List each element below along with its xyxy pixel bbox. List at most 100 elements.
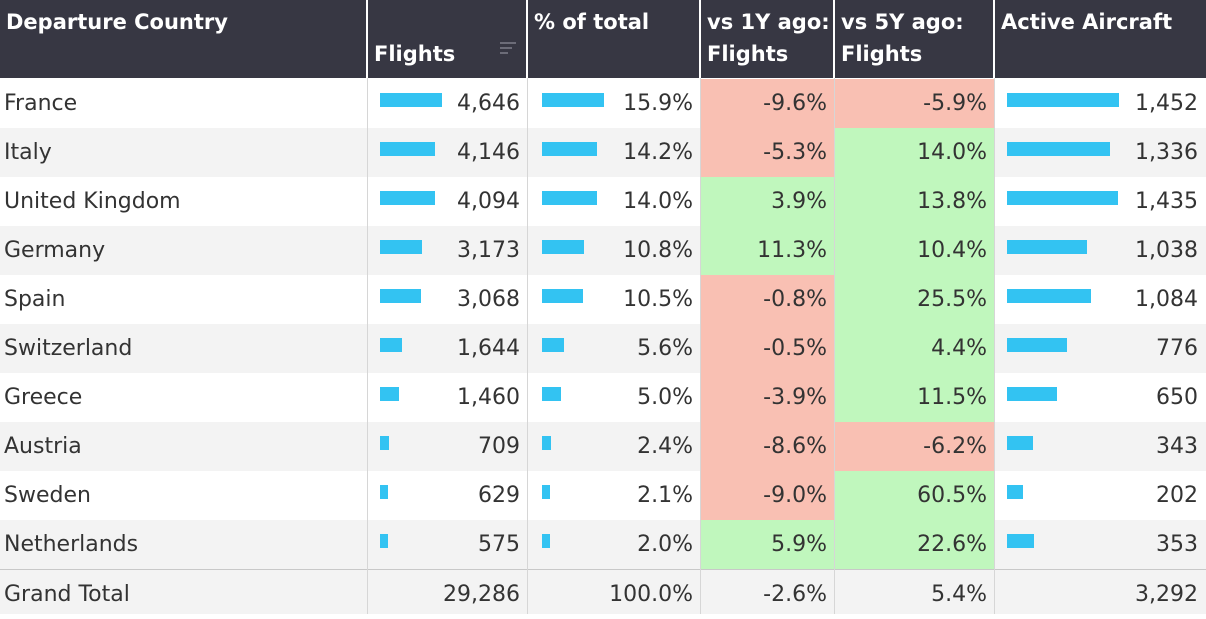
- table-row[interactable]: Spain 3,068 10.5% -0.8% 25.5% 1,084: [0, 275, 1206, 324]
- active-aircraft-bar: [1007, 534, 1034, 548]
- vs-1y-cell: -0.5%: [701, 324, 835, 373]
- total-vs-5y-cell: 5.4%: [931, 582, 987, 607]
- vs-5y-cell: -5.9%: [835, 79, 995, 128]
- pct-total-bar: [542, 289, 583, 303]
- pct-total-cell: 5.6%: [637, 336, 693, 361]
- vs-5y-cell: 14.0%: [835, 128, 995, 177]
- active-aircraft-bar: [1007, 191, 1118, 205]
- pct-total-bar: [542, 387, 561, 401]
- vs-1y-cell: -0.8%: [701, 275, 835, 324]
- flights-cell: 709: [478, 434, 520, 459]
- vs-5y-cell: 10.4%: [835, 226, 995, 275]
- pct-total-cell: 2.4%: [637, 434, 693, 459]
- table-row[interactable]: Netherlands 575 2.0% 5.9% 22.6% 353: [0, 520, 1206, 569]
- active-aircraft-bar: [1007, 436, 1033, 450]
- active-aircraft-cell: 1,038: [1135, 238, 1198, 263]
- vs-1y-cell: -9.0%: [701, 471, 835, 520]
- pct-total-cell: 5.0%: [637, 385, 693, 410]
- vs-1y-cell: -8.6%: [701, 422, 835, 471]
- flights-bar: [380, 289, 421, 303]
- pct-total-cell: 2.1%: [637, 483, 693, 508]
- active-aircraft-bar: [1007, 485, 1023, 499]
- active-aircraft-cell: 650: [1156, 385, 1198, 410]
- table-row[interactable]: France 4,646 15.9% -9.6% -5.9% 1,452: [0, 79, 1206, 128]
- flights-bar: [380, 485, 388, 499]
- country-cell: France: [4, 91, 78, 116]
- sort-descending-icon[interactable]: [500, 10, 516, 54]
- vs-1y-cell: -9.6%: [701, 79, 835, 128]
- flights-cell: 4,146: [457, 140, 520, 165]
- flights-cell: 3,173: [457, 238, 520, 263]
- table-row[interactable]: United Kingdom 4,094 14.0% 3.9% 13.8% 1,435: [0, 177, 1206, 226]
- table-row[interactable]: Germany 3,173 10.8% 11.3% 10.4% 1,038: [0, 226, 1206, 275]
- active-aircraft-bar: [1007, 289, 1091, 303]
- total-vs-1y-cell: -2.6%: [763, 582, 827, 607]
- header-vs-5y[interactable]: vs 5Y ago: Flights: [835, 0, 995, 78]
- table-row[interactable]: Greece 1,460 5.0% -3.9% 11.5% 650: [0, 373, 1206, 422]
- pct-total-bar: [542, 142, 597, 156]
- header-active-aircraft[interactable]: Active Aircraft: [1001, 10, 1173, 34]
- header-departure-country[interactable]: Departure Country: [0, 0, 368, 78]
- flights-cell: 1,460: [457, 385, 520, 410]
- grand-total-row: Grand Total 29,286 100.0% -2.6% 5.4% 3,292: [0, 569, 1206, 614]
- active-aircraft-cell: 1,435: [1135, 189, 1198, 214]
- country-cell: Spain: [4, 287, 66, 312]
- country-cell: Sweden: [4, 483, 91, 508]
- column-divider: [367, 78, 368, 614]
- active-aircraft-cell: 343: [1156, 434, 1198, 459]
- total-pct-cell: 100.0%: [609, 582, 693, 607]
- vs-1y-cell: 5.9%: [701, 520, 835, 569]
- active-aircraft-cell: 1,084: [1135, 287, 1198, 312]
- pct-total-cell: 15.9%: [623, 91, 693, 116]
- country-cell: Austria: [4, 434, 82, 459]
- pct-total-bar: [542, 191, 597, 205]
- table-row[interactable]: Sweden 629 2.1% -9.0% 60.5% 202: [0, 471, 1206, 520]
- flights-bar: [380, 142, 435, 156]
- vs-5y-cell: -6.2%: [835, 422, 995, 471]
- header-pct-total[interactable]: % of total: [528, 0, 701, 78]
- flights-cell: 575: [478, 532, 520, 557]
- pct-total-bar: [542, 436, 551, 450]
- flights-bar: [380, 240, 422, 254]
- flights-cell: 629: [478, 483, 520, 508]
- column-divider: [994, 78, 995, 614]
- pct-total-bar: [542, 485, 550, 499]
- vs-1y-cell: -5.3%: [701, 128, 835, 177]
- table-header: Departure Country Flights % of total vs …: [0, 0, 1206, 78]
- flights-bar: [380, 436, 389, 450]
- header-flights[interactable]: Flights: [368, 0, 528, 78]
- table-row[interactable]: Switzerland 1,644 5.6% -0.5% 4.4% 776: [0, 324, 1206, 373]
- country-cell: United Kingdom: [4, 189, 181, 214]
- active-aircraft-cell: 202: [1156, 483, 1198, 508]
- active-aircraft-cell: 353: [1156, 532, 1198, 557]
- grand-total-label: Grand Total: [4, 582, 130, 607]
- flights-cell: 1,644: [457, 336, 520, 361]
- table-row[interactable]: Italy 4,146 14.2% -5.3% 14.0% 1,336: [0, 128, 1206, 177]
- vs-1y-cell: -3.9%: [701, 373, 835, 422]
- country-cell: Germany: [4, 238, 106, 263]
- vs-5y-cell: 60.5%: [835, 471, 995, 520]
- active-aircraft-bar: [1007, 240, 1087, 254]
- header-vs-1y[interactable]: vs 1Y ago: Flights: [701, 0, 835, 78]
- pct-total-bar: [542, 338, 564, 352]
- vs-5y-cell: 25.5%: [835, 275, 995, 324]
- vs-5y-cell: 11.5%: [835, 373, 995, 422]
- pct-total-cell: 10.8%: [623, 238, 693, 263]
- vs-1y-cell: 11.3%: [701, 226, 835, 275]
- flights-cell: 3,068: [457, 287, 520, 312]
- active-aircraft-bar: [1007, 93, 1119, 107]
- flights-bar: [380, 534, 388, 548]
- pct-total-cell: 14.2%: [623, 140, 693, 165]
- country-cell: Italy: [4, 140, 52, 165]
- country-cell: Greece: [4, 385, 83, 410]
- flights-cell: 4,094: [457, 189, 520, 214]
- flights-bar: [380, 191, 435, 205]
- active-aircraft-cell: 776: [1156, 336, 1198, 361]
- total-flights-cell: 29,286: [443, 582, 520, 607]
- flights-bar: [380, 93, 442, 107]
- table-row[interactable]: Austria 709 2.4% -8.6% -6.2% 343: [0, 422, 1206, 471]
- pct-total-bar: [542, 534, 550, 548]
- header-flights-label: Flights: [374, 42, 456, 66]
- country-cell: Netherlands: [4, 532, 139, 557]
- total-aircraft-cell: 3,292: [1135, 582, 1198, 607]
